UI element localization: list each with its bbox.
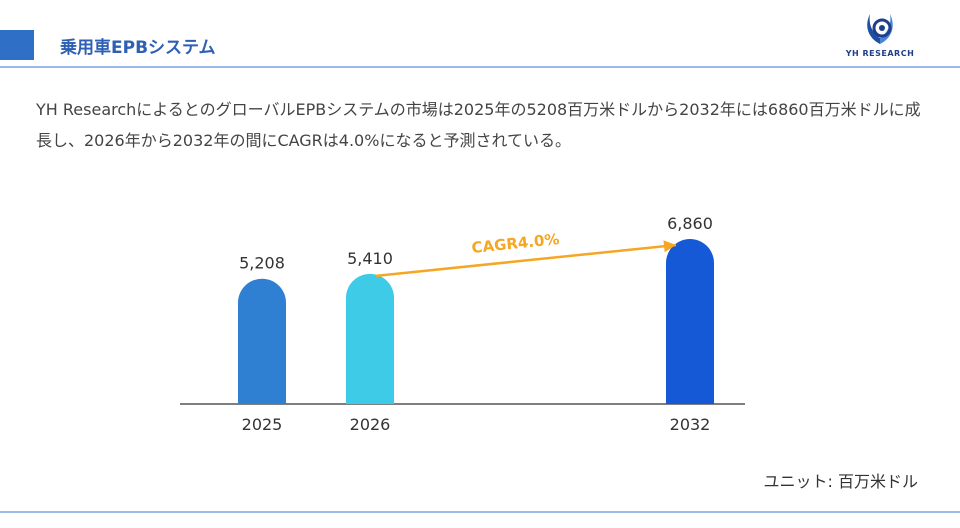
- category-label-2032: 2032: [670, 415, 711, 434]
- value-label-2026: 5,410: [347, 249, 393, 268]
- bottom-divider: [0, 511, 960, 513]
- logo-text: YH RESEARCH: [845, 49, 915, 58]
- value-label-2032: 6,860: [667, 214, 713, 233]
- page-title: 乗用車EPBシステム: [60, 38, 216, 58]
- market-description: YH ResearchによるとのグローバルEPBシステムの市場は2025年の52…: [36, 100, 921, 150]
- title-accent: [0, 30, 34, 60]
- brand-logo: YH RESEARCH: [832, 8, 928, 62]
- cagr-arrow-head: [663, 240, 676, 253]
- bar-2025: [238, 278, 286, 404]
- category-label-2026: 2026: [350, 415, 391, 434]
- logo-icon: [867, 14, 893, 44]
- cagr-annotation: CAGR4.0%: [471, 230, 560, 257]
- category-label-2025: 2025: [242, 415, 283, 434]
- title-divider: [0, 66, 960, 68]
- unit-note: ユニット: 百万米ドル: [763, 472, 918, 491]
- bar-2032: [666, 239, 714, 404]
- cagr-arrow-line: [375, 243, 677, 278]
- value-label-2025: 5,208: [239, 254, 285, 273]
- title-bar: 乗用車EPBシステム: [0, 30, 230, 60]
- bar-2026: [346, 273, 394, 404]
